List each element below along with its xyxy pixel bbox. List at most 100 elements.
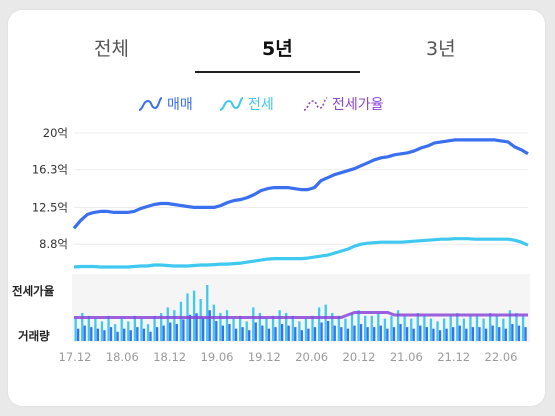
volume-bar-jeonse [469,315,472,341]
volume-bar-jeonse [462,318,466,341]
volume-bar-sale [373,327,376,341]
volume-bar-sale [267,328,271,341]
volume-bar-jeonse [81,313,84,341]
volume-bar-sale [392,327,396,341]
volume-bar-sale [261,325,264,341]
legend-item-jeonse[interactable]: 전세 [218,94,274,114]
volume-bar-sale [208,310,211,341]
volume-bar-sale [313,327,317,341]
volume-bar-sale [221,325,225,341]
volume-bar-sale [458,325,461,341]
volume-bar-sale [504,328,507,341]
volume-bar-sale [294,327,297,341]
volume-bar-jeonse [403,315,406,341]
volume-bar-jeonse [245,321,248,341]
volume-bar-jeonse [87,315,90,341]
volume-bar-sale [498,327,501,341]
volume-bar-sale [169,322,172,341]
volume-bar-sale [471,327,475,341]
volume-bar-jeonse [133,315,137,341]
volume-bar-jeonse [298,321,301,341]
tab-3years[interactable]: 3년 [426,38,456,60]
volume-bar-sale [175,324,178,341]
volume-bar-jeonse [317,307,321,341]
legend-item-sale[interactable]: 매매 [137,94,193,114]
volume-bar-jeonse [396,310,400,341]
volume-bar-jeonse [337,315,340,341]
volume-bar-sale [524,327,527,341]
y-tick-label: 20억 [43,126,68,140]
volume-bar-sale [445,328,448,341]
volume-bar-sale [248,330,251,341]
price-chart[interactable]: 20억 16.3억 12.5억 8.8억 17.12 18.06 18.12 19.06 19… [8,10,545,406]
volume-bar-jeonse [442,318,446,341]
volume-bar-sale [366,327,369,341]
volume-bar-sale [484,328,488,341]
volume-bar-sale [142,328,146,341]
volume-bar-sale [419,325,422,341]
volume-bar-sale [359,324,363,341]
legend-label-ratio: 전세가율 [332,97,384,113]
volume-bar-jeonse [192,290,196,341]
volume-bar-jeonse [258,313,262,341]
volume-bar-jeonse [429,318,433,341]
volume-bar-sale [326,320,330,341]
volume-bar-jeonse [219,313,222,341]
volume-bar-sale [149,331,152,341]
legend-item-ratio[interactable]: 전세가율 [302,94,384,114]
x-tick-label: 20.12 [343,350,376,364]
volume-bar-jeonse [225,310,229,341]
volume-bar-jeonse [350,313,354,341]
volume-bar-jeonse [364,315,367,341]
volume-bar-sale [300,330,303,341]
volume-bar-sale [432,328,435,341]
volume-bar-sale [425,327,428,341]
period-tabs: 전체 5년 3년 [8,10,545,73]
tab-5years[interactable]: 5년 [262,38,293,60]
volume-bar-sale [405,327,409,341]
volume-bar-sale [379,325,382,341]
volume-bar-jeonse [127,321,130,341]
legend-label-jeonse: 전세 [248,97,274,113]
volume-bar-jeonse [94,318,97,341]
volume-bar-sale [412,328,415,341]
volume-bar-jeonse [383,318,387,341]
volume-bar-jeonse [423,315,426,341]
tab-all[interactable]: 전체 [94,38,129,60]
volume-bar-sale [478,327,481,341]
volume-bar-jeonse [377,313,380,341]
volume-bar-jeonse [206,285,209,341]
volume-bar-sale [215,320,218,341]
volume-bar-sale [399,324,402,341]
volume-bar-jeonse [508,310,512,341]
volume-bar-jeonse [278,310,281,341]
y-tick-label: 12.5억 [32,200,68,214]
volume-bar-jeonse [291,315,294,341]
volume-bar-sale [333,325,336,341]
volume-bar-sale [438,330,442,341]
volume-bar-jeonse [107,315,110,341]
x-tick-label: 21.06 [390,350,423,364]
volume-bar-jeonse [140,318,143,341]
volume-bar-sale [129,330,132,341]
volume-bar-jeonse [515,313,518,341]
volume-bar-sale [254,322,257,341]
ratio-axis-label: 전세가율 [12,284,55,298]
series-line-jeonse [73,237,529,269]
volume-bar-jeonse [113,324,117,341]
y-tick-label: 16.3억 [32,163,68,177]
volume-bar-sale [340,327,343,341]
volume-bar-sale [287,325,290,341]
volume-bar-sale [83,325,86,341]
volume-bar-sale [136,327,139,341]
volume-bar-jeonse [370,315,373,341]
volume-bar-sale [452,327,455,341]
volume-bar-sale [116,331,119,341]
volume-bar-sale [274,327,277,341]
volume-bar-jeonse [232,318,235,341]
x-tick-label: 18.06 [106,350,139,364]
volume-bar-sale [76,328,80,341]
x-tick-label: 17.12 [59,350,92,364]
volume-bar-jeonse [252,307,255,341]
volume-bar-jeonse [173,310,176,341]
